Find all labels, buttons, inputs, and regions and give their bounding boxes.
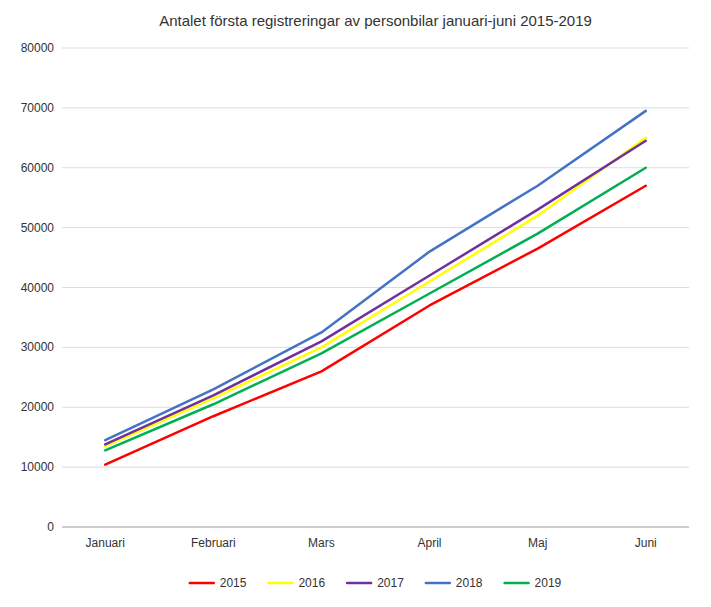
legend: 2015 2016 2017 2018 2019	[190, 576, 562, 590]
grid-line	[62, 407, 689, 408]
grid-line	[62, 48, 689, 49]
series-lines	[105, 111, 646, 465]
legend-label: 2015	[220, 576, 247, 590]
y-grid	[62, 48, 689, 527]
x-tick-labels: Januari Februari Mars April Maj Juni	[86, 536, 657, 550]
x-tick-label: Februari	[191, 536, 236, 550]
legend-swatch	[268, 582, 292, 585]
legend-label: 2016	[298, 576, 325, 590]
y-tick-label: 10000	[21, 460, 55, 474]
legend-swatch	[190, 582, 214, 585]
y-tick-labels: 0 10000 20000 30000 40000 50000 60000 70000 8000…	[21, 41, 55, 534]
y-tick-label: 30000	[21, 340, 55, 354]
x-tick-label: Juni	[635, 536, 657, 550]
legend-label: 2019	[535, 576, 562, 590]
grid-line	[62, 347, 689, 348]
legend-swatch	[347, 582, 371, 585]
series-line	[105, 111, 646, 440]
y-tick-label: 0	[47, 520, 54, 534]
series-line	[105, 186, 646, 465]
chart-svg: Antalet första registreringar av personb…	[0, 0, 711, 607]
series-line	[105, 168, 646, 451]
chart-container: Antalet första registreringar av personb…	[0, 0, 711, 607]
legend-item: 2015	[190, 576, 247, 590]
legend-swatch	[426, 582, 450, 585]
grid-line	[62, 467, 689, 468]
legend-swatch	[505, 582, 529, 585]
legend-label: 2018	[456, 576, 483, 590]
y-tick-label: 20000	[21, 400, 55, 414]
grid-line	[62, 227, 689, 228]
legend-label: 2017	[377, 576, 404, 590]
x-axis-line	[62, 527, 689, 528]
x-tick-label: Mars	[308, 536, 335, 550]
y-tick-label: 80000	[21, 41, 55, 55]
y-tick-label: 60000	[21, 161, 55, 175]
grid-line	[62, 107, 689, 108]
y-tick-label: 40000	[21, 281, 55, 295]
legend-item: 2017	[347, 576, 404, 590]
y-tick-label: 50000	[21, 221, 55, 235]
x-tick-label: Januari	[86, 536, 125, 550]
legend-item: 2019	[505, 576, 562, 590]
grid-line	[62, 167, 689, 168]
x-tick-label: Maj	[528, 536, 547, 550]
legend-item: 2018	[426, 576, 483, 590]
legend-item: 2016	[268, 576, 325, 590]
y-tick-label: 70000	[21, 101, 55, 115]
chart-title: Antalet första registreringar av personb…	[159, 12, 592, 29]
grid-line	[62, 287, 689, 288]
x-tick-label: April	[418, 536, 442, 550]
grid-line	[62, 527, 689, 528]
